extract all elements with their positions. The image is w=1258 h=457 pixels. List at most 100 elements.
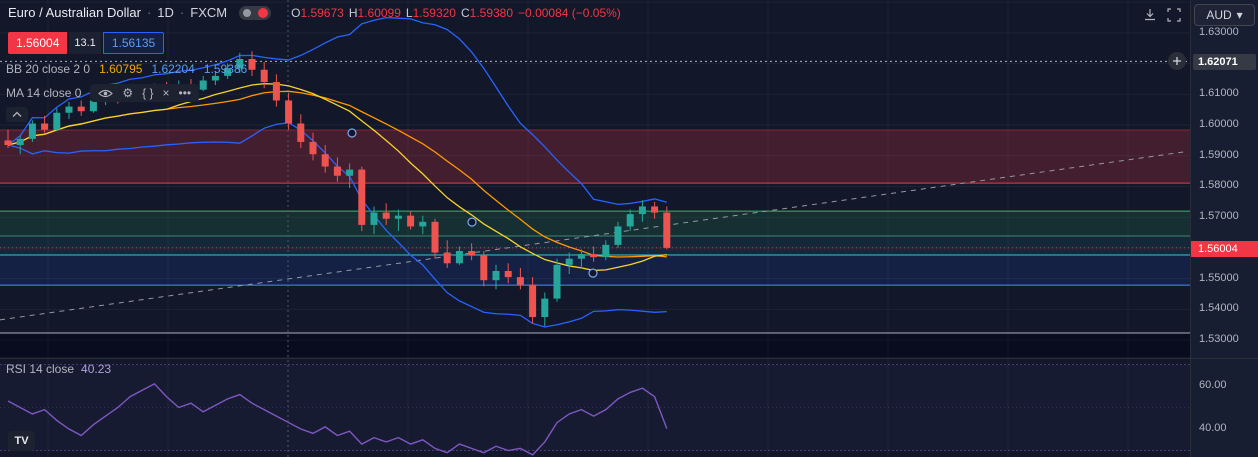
close-value: 1.59380 [469,5,514,20]
price-axis-label: 1.58000 [1199,179,1239,192]
candle [590,254,598,258]
candle [407,215,415,227]
candle [333,166,341,176]
candle [309,141,317,155]
fullscreen-icon [1167,8,1181,22]
download-button[interactable] [1139,4,1161,26]
price-axis-label: 1.54000 [1199,302,1239,315]
candle [419,221,427,227]
price-axis[interactable]: AUD ▾ 1.63000 1.61000 1.60000 1.59000 1.5800… [1190,0,1258,457]
chevron-down-icon: ▾ [1236,8,1243,22]
gear-icon[interactable]: ⚙ [122,86,134,100]
quick-trade-toggle[interactable] [239,5,272,20]
bb-label[interactable]: BB 20 close 2 0 [6,62,91,76]
candle [394,215,402,219]
candle [651,206,659,213]
candle [516,277,524,285]
candle [346,169,354,176]
candle [285,100,293,124]
currency-dropdown[interactable]: AUD ▾ [1194,4,1255,26]
ohlc-readout: O1.59673 H1.60099 L1.59320 C1.59380 −0.0… [291,6,621,20]
symbol-header: Euro / Australian Dollar · 1D · FXCM O1.… [8,5,621,20]
more-icon[interactable]: ••• [178,86,192,100]
candle [577,254,585,259]
add-alert-button[interactable] [1168,52,1186,71]
candle [272,82,280,101]
candle [492,270,500,281]
source-code-icon[interactable]: { } [142,86,154,100]
toggle-dot-right [258,7,269,18]
rsi-axis-label: 40.00 [1199,422,1227,435]
low-label: L [405,5,413,20]
candle [248,58,256,70]
close-icon[interactable]: × [162,86,170,100]
chevron-up-icon [12,111,22,117]
candle [504,270,512,278]
candle [468,251,476,256]
rsi-label[interactable]: RSI 14 close [6,362,75,376]
candle [443,252,451,264]
ma-legend: MA 14 close 0 ⚙ { } × ••• [6,84,200,102]
rsi-legend: RSI 14 close 40.23 [6,362,111,376]
bb-legend: BB 20 close 2 0 1.60795 1.62204 1.59386 [6,62,247,76]
indicator-toolbar: ⚙ { } × ••• [90,84,200,102]
collapse-legend-button[interactable] [6,107,28,122]
price-axis-label: 1.53000 [1199,333,1239,346]
separator-dot: · [179,5,185,20]
candle [602,244,610,258]
price-axis-label: 1.63000 [1199,25,1239,38]
candle [663,212,671,248]
buy-button[interactable]: 1.56135 [102,32,165,54]
alert-price-label: 1.62071 [1193,54,1256,71]
candle [77,106,85,112]
candle [553,264,561,299]
sell-button[interactable]: 1.56004 [8,32,68,54]
candle [4,140,12,146]
candle [541,298,549,318]
timeframe-button[interactable]: 1D [157,5,174,20]
candle [16,138,24,146]
rsi-axis-label: 60.00 [1199,378,1227,391]
candle [638,206,646,215]
candle [614,226,622,245]
currency-label: AUD [1206,8,1232,22]
spread-value: 13.1 [69,32,101,54]
bollinger-upper-line [7,16,667,206]
price-axis-label: 1.55000 [1199,271,1239,284]
change-value: −0.00084 (−0.05%) [518,5,621,20]
last-price-label: 1.56004 [1191,240,1258,257]
close-label: C [460,5,470,20]
candle [53,112,61,130]
candle [370,212,378,225]
open-label: O [291,5,301,20]
candle [382,212,390,219]
bb-upper-value: 1.62204 [151,62,195,76]
tradingview-logo[interactable]: TV [8,431,35,451]
ma-label[interactable]: MA 14 close 0 [6,86,82,100]
price-axis-label: 1.59000 [1199,148,1239,161]
chart-canvas[interactable] [0,0,1190,457]
candle [529,284,537,318]
candle [297,123,305,142]
plus-icon [1173,57,1181,66]
price-axis-label: 1.61000 [1199,87,1239,100]
rsi-line [7,382,668,456]
exchange-label[interactable]: FXCM [190,5,228,20]
candle [224,68,232,76]
bb-basis-value: 1.60795 [99,62,143,76]
pane-divider[interactable] [0,358,1258,359]
fullscreen-button[interactable] [1163,4,1185,26]
eye-icon[interactable] [98,88,114,99]
gridlines [0,1,1190,341]
bb-lower-value: 1.59386 [203,62,248,76]
price-zones [0,129,1190,357]
rsi-pane [0,363,1190,456]
symbol-title[interactable]: Euro / Australian Dollar [8,5,141,20]
rsi-value: 40.23 [81,362,112,376]
candle [321,154,329,167]
candle [565,258,573,265]
download-icon [1145,9,1155,21]
candle [41,123,49,130]
candle [211,75,219,81]
